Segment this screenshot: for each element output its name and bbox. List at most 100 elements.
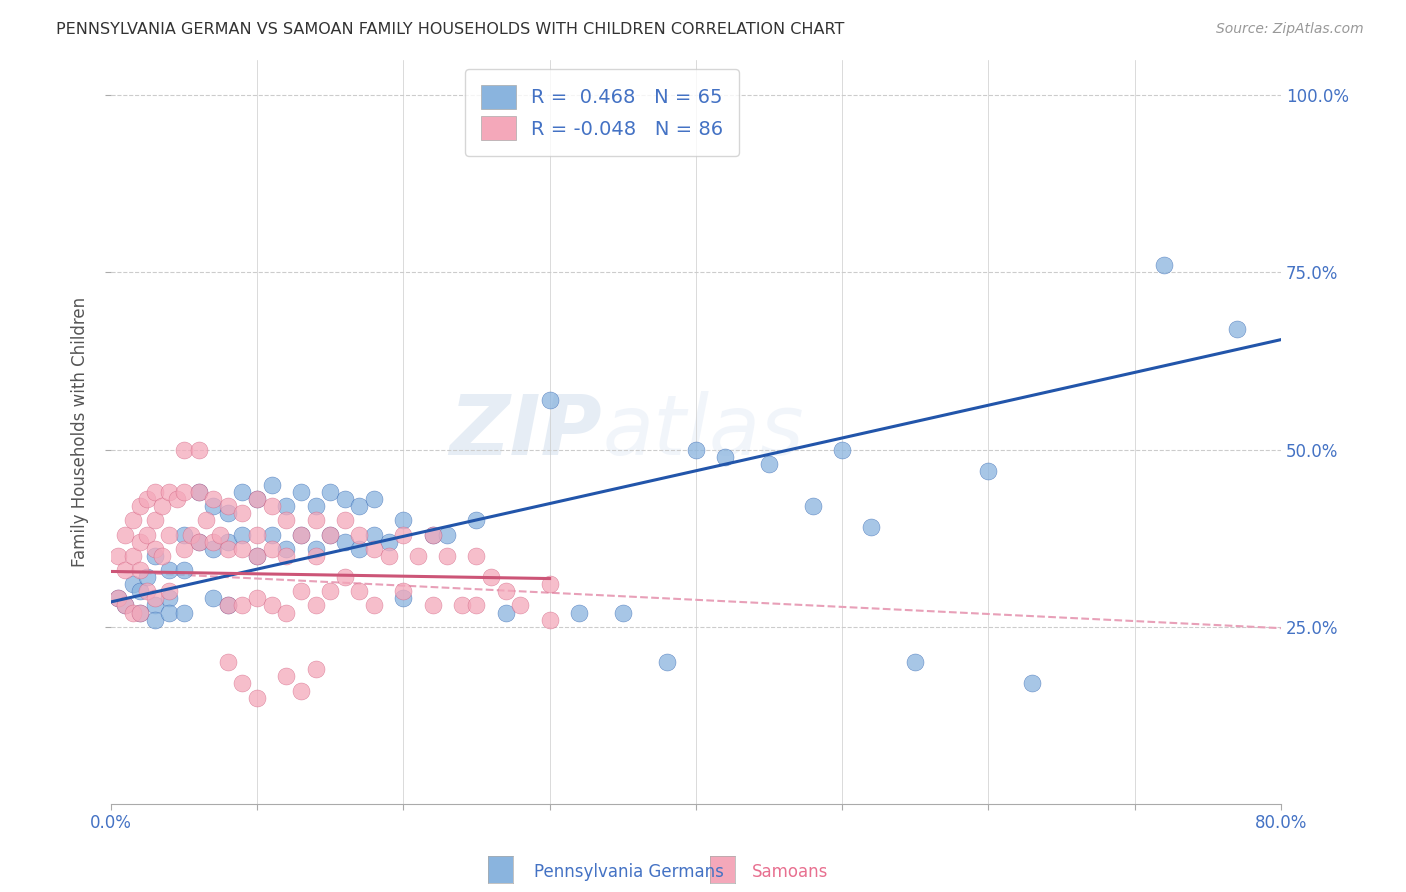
Point (173, 485, 195, 500)
Point (319, 527, 342, 541)
Point (495, 606, 517, 620)
Point (136, 527, 159, 541)
Point (436, 549, 458, 563)
Text: atlas: atlas (602, 392, 804, 472)
Point (157, 606, 180, 620)
Point (157, 584, 180, 599)
Point (349, 500, 371, 514)
Point (217, 506, 239, 520)
Point (831, 442, 853, 457)
Point (194, 513, 217, 527)
Point (363, 492, 385, 507)
Point (202, 500, 225, 514)
Text: Source: ZipAtlas.com: Source: ZipAtlas.com (1216, 22, 1364, 37)
Point (319, 584, 342, 599)
Legend: R =  0.468   N = 65, R = -0.048   N = 86: R = 0.468 N = 65, R = -0.048 N = 86 (465, 70, 740, 156)
Point (276, 549, 298, 563)
Point (173, 563, 195, 577)
Point (568, 606, 591, 620)
Point (143, 591, 166, 606)
Point (121, 549, 143, 563)
Point (246, 690, 269, 705)
Point (290, 485, 312, 500)
Point (465, 599, 488, 613)
Point (714, 450, 737, 464)
Point (319, 485, 342, 500)
Point (406, 549, 429, 563)
Point (260, 527, 283, 541)
Point (136, 570, 159, 584)
Point (217, 500, 239, 514)
Point (304, 549, 326, 563)
Point (904, 655, 927, 669)
Point (202, 534, 225, 549)
Point (114, 599, 136, 613)
Point (209, 527, 232, 541)
Point (114, 527, 136, 541)
Text: Pennsylvania Germans: Pennsylvania Germans (534, 863, 724, 881)
Point (187, 485, 209, 500)
Point (129, 534, 152, 549)
Point (202, 541, 225, 556)
Point (1226, 322, 1249, 336)
Point (333, 570, 356, 584)
Point (422, 599, 444, 613)
Point (157, 527, 180, 541)
Point (157, 485, 180, 500)
Point (304, 541, 326, 556)
Point (436, 527, 458, 541)
Point (202, 492, 225, 507)
Point (150, 549, 173, 563)
Point (114, 563, 136, 577)
Point (150, 500, 173, 514)
Point (538, 613, 561, 627)
Point (157, 591, 180, 606)
Point (107, 591, 129, 606)
Point (246, 492, 269, 507)
Point (977, 464, 1000, 478)
Point (260, 599, 283, 613)
Point (260, 478, 283, 492)
Point (860, 520, 883, 534)
Point (143, 613, 166, 627)
Point (333, 534, 356, 549)
Point (231, 527, 253, 541)
Point (187, 485, 209, 500)
Point (349, 584, 371, 599)
Point (260, 541, 283, 556)
Point (392, 591, 415, 606)
Point (187, 534, 209, 549)
Point (129, 584, 152, 599)
Point (1153, 258, 1175, 272)
Point (495, 584, 517, 599)
Point (319, 527, 342, 541)
Point (231, 485, 253, 500)
Point (187, 442, 209, 457)
Point (290, 584, 312, 599)
Point (290, 683, 312, 698)
Point (758, 457, 780, 471)
Point (202, 591, 225, 606)
Text: Samoans: Samoans (752, 863, 828, 881)
Point (217, 655, 239, 669)
Point (290, 527, 312, 541)
Point (217, 534, 239, 549)
Point (422, 527, 444, 541)
Point (392, 513, 415, 527)
Point (801, 500, 824, 514)
Point (143, 599, 166, 613)
Point (231, 676, 253, 690)
Point (276, 669, 298, 683)
Point (143, 541, 166, 556)
Point (107, 549, 129, 563)
Point (304, 599, 326, 613)
Point (157, 563, 180, 577)
Point (143, 485, 166, 500)
Point (465, 513, 488, 527)
Point (333, 492, 356, 507)
Point (538, 577, 561, 591)
Text: PENNSYLVANIA GERMAN VS SAMOAN FAMILY HOUSEHOLDS WITH CHILDREN CORRELATION CHART: PENNSYLVANIA GERMAN VS SAMOAN FAMILY HOU… (56, 22, 845, 37)
Point (121, 513, 143, 527)
Point (260, 500, 283, 514)
Point (114, 599, 136, 613)
